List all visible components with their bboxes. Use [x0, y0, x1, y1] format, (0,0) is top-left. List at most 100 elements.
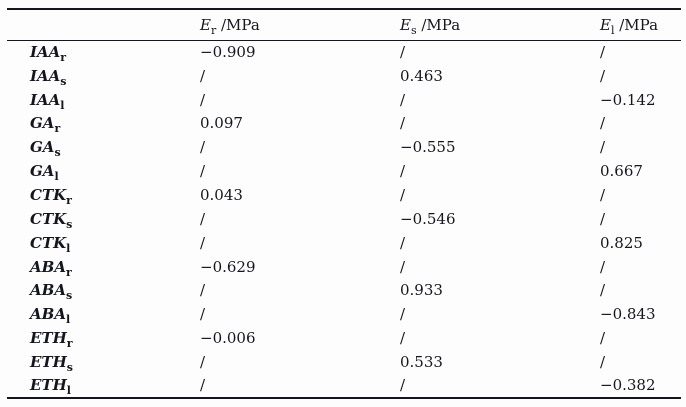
table-row: ETHr −0.006 / /: [7, 326, 681, 350]
cell: 0.533: [400, 352, 443, 371]
row-label: ABAr: [7, 255, 200, 279]
table-row: ABAs / 0.933 /: [7, 278, 681, 302]
row-label-text: ETH: [30, 376, 67, 395]
cell: 0.043: [200, 185, 243, 204]
row-label-text: ETH: [30, 329, 67, 348]
cell: /: [600, 185, 606, 204]
table-row: ABAr −0.629 / /: [7, 255, 681, 279]
row-label: CTKr: [7, 183, 200, 207]
row-label-subscript: r: [66, 337, 73, 351]
row-label-text: GA: [30, 138, 55, 157]
row-label-subscript: s: [65, 289, 73, 303]
row-label-subscript: l: [66, 384, 71, 398]
table-row: CTKl / / 0.825: [7, 231, 681, 255]
header-row: Er /MPa Es /MPa El /MPa: [7, 9, 681, 40]
row-label: GAr: [7, 112, 200, 136]
row-label: GAl: [7, 159, 200, 183]
row-label-subscript: l: [60, 98, 65, 112]
cell: /: [200, 209, 206, 228]
cell: /: [400, 43, 406, 62]
cell: /: [400, 233, 406, 252]
row-label: IAAs: [7, 64, 200, 88]
cell: /: [400, 162, 406, 181]
row-label-text: ABA: [30, 281, 66, 300]
cell: /: [200, 138, 206, 157]
cell: /: [600, 352, 606, 371]
cell: /: [400, 257, 406, 276]
col-header-er-subscript: r: [210, 23, 217, 37]
row-label-text: IAA: [30, 43, 61, 62]
col-header-el: El /MPa: [600, 9, 681, 40]
cell: 0.463: [400, 66, 443, 85]
cell: /: [400, 90, 406, 109]
cell: /: [200, 281, 206, 300]
row-label-text: ABA: [30, 305, 66, 324]
cell: −0.555: [400, 138, 456, 157]
cell: 0.097: [200, 114, 243, 133]
elasticity-correlation-table: Er /MPa Es /MPa El /MPa IAAr −0.909 / / …: [7, 8, 681, 399]
cell: /: [600, 257, 606, 276]
cell: /: [200, 352, 206, 371]
cell: /: [600, 114, 606, 133]
table-row: ABAl / / −0.843: [7, 302, 681, 326]
col-header-es-symbol: E: [400, 15, 411, 34]
row-label: GAs: [7, 135, 200, 159]
col-header-es: Es /MPa: [400, 9, 600, 40]
cell: /: [200, 66, 206, 85]
col-header-es-unit: /MPa: [416, 15, 461, 34]
row-label-subscript: r: [54, 122, 61, 136]
cell: /: [600, 66, 606, 85]
row-label-subscript: l: [66, 241, 71, 255]
row-label-subscript: s: [60, 74, 67, 88]
row-label-text: CTK: [30, 185, 67, 204]
table-row: IAAl / / −0.142: [7, 88, 681, 112]
table-row: ETHl / / −0.382: [7, 374, 681, 398]
row-label-text: ETH: [30, 352, 67, 371]
row-label: IAAl: [7, 88, 200, 112]
col-header-er: Er /MPa: [200, 9, 400, 40]
row-label: ETHr: [7, 326, 200, 350]
table-row: CTKs / −0.546 /: [7, 207, 681, 231]
cell: −0.006: [200, 329, 256, 348]
cell: /: [200, 233, 206, 252]
row-label: CTKl: [7, 231, 200, 255]
col-header-er-symbol: E: [200, 15, 211, 34]
col-header-el-symbol: E: [600, 15, 611, 34]
cell: /: [600, 43, 606, 62]
table-row: ETHs / 0.533 /: [7, 350, 681, 374]
table-row: IAAs / 0.463 /: [7, 64, 681, 88]
cell: 0.825: [600, 233, 643, 252]
table-row: GAs / −0.555 /: [7, 135, 681, 159]
cell: /: [600, 281, 606, 300]
cell: −0.909: [200, 43, 256, 62]
row-label: ETHl: [7, 374, 200, 398]
row-label-subscript: l: [54, 170, 59, 184]
row-label-subscript: s: [66, 360, 73, 374]
cell: /: [200, 90, 206, 109]
cell: /: [200, 376, 206, 395]
cell: 0.667: [600, 162, 643, 181]
row-label-subscript: r: [66, 193, 72, 207]
cell: −0.546: [400, 209, 456, 228]
cell: /: [400, 305, 406, 324]
row-label-subscript: s: [54, 146, 61, 160]
row-label-text: ABA: [30, 257, 66, 276]
cell: /: [400, 185, 406, 204]
cell: −0.843: [600, 305, 656, 324]
cell: /: [200, 305, 206, 324]
cell: /: [400, 376, 406, 395]
col-header-el-unit: /MPa: [614, 15, 659, 34]
table-row: IAAr −0.909 / /: [7, 40, 681, 64]
row-label-subscript: l: [65, 313, 71, 327]
row-label-text: GA: [30, 114, 55, 133]
col-header-el-subscript: l: [610, 23, 615, 37]
row-label: ETHs: [7, 350, 200, 374]
cell: /: [200, 162, 206, 181]
row-label-subscript: r: [65, 265, 72, 279]
cell: −0.142: [600, 90, 656, 109]
cell: 0.933: [400, 281, 443, 300]
row-label: CTKs: [7, 207, 200, 231]
row-label-text: GA: [30, 162, 55, 181]
cell: /: [600, 138, 606, 157]
